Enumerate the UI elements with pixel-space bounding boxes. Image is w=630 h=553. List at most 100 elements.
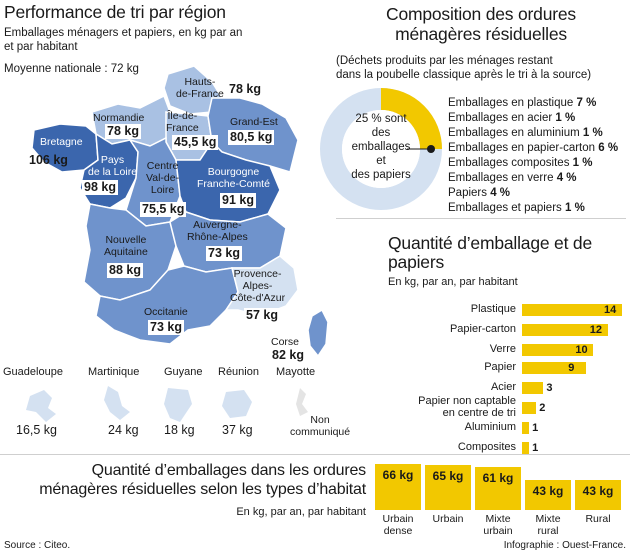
region-name-paca: Provence- Alpes- Côte-d'Azur — [230, 268, 286, 304]
hbar-value: 3 — [546, 382, 553, 394]
region-value-occitanie: 73 kg — [148, 320, 184, 335]
guadeloupe-shape — [26, 390, 56, 422]
region-value-bretagne: 106 kg — [29, 153, 68, 167]
vbar-value: 66 kg — [382, 468, 414, 482]
hbar-label: Plastique — [470, 303, 516, 315]
composition-item: Papiers 4 % — [448, 187, 511, 199]
region-name-corse: Corse — [271, 336, 300, 348]
vbar-value: 61 kg — [482, 471, 514, 486]
hbar-bar — [522, 402, 537, 414]
composition-item: Emballages et papiers 1 % — [448, 202, 585, 214]
mayotte-shape — [296, 388, 308, 416]
hbar-bar — [522, 324, 608, 336]
region-name-centre: Centre Val-de- Loire — [146, 160, 180, 196]
composition-title-1: Composition des ordures — [386, 4, 576, 24]
region-name-bourgogne: Bourgogne Franche-Comté — [197, 166, 270, 190]
martinique-label: Martinique — [88, 366, 140, 378]
hbar-label: Papier-carton — [449, 323, 516, 335]
national-average: Moyenne nationale : 72 kg — [4, 63, 139, 75]
vbar-title-2: ménagères résiduelles selon les types d’… — [39, 481, 366, 498]
region-value-idf: 45,5 kg — [172, 135, 219, 150]
map-subtitle-2: et par habitant — [4, 41, 78, 53]
hbar-label: Papier — [484, 361, 516, 373]
composition-item: Emballages en aluminium 1 % — [448, 127, 603, 139]
region-name-normandie: Normandie — [93, 112, 145, 124]
hbar-bar — [522, 442, 530, 454]
hbar-bar — [522, 382, 544, 394]
hbar-value: 9 — [568, 362, 575, 374]
vbar-value: 43 kg — [532, 484, 564, 499]
reunion-shape — [222, 390, 252, 418]
martinique-shape — [104, 386, 130, 420]
vbar-label: Rural — [585, 513, 611, 525]
vbar-label: Urbain dense — [382, 513, 414, 537]
composition-note-2: dans la poubelle classique après le tri … — [336, 69, 592, 81]
region-value-grand-est: 80,5 kg — [228, 130, 275, 145]
vbar-subtitle: En kg, par an, par habitant — [236, 506, 366, 518]
region-value-auvergne: 73 kg — [206, 246, 242, 261]
donut-slice-packaging — [380, 88, 442, 150]
vbar-label: Urbain — [432, 513, 464, 525]
region-name-pdl: Pays de la Loire — [88, 154, 138, 178]
map-title: Performance de tri par région — [4, 2, 226, 22]
martinique-value: 24 kg — [108, 423, 139, 437]
hbar-value: 12 — [589, 324, 602, 336]
map-subtitle-1: Emballages ménagers et papiers, en kg pa… — [4, 27, 243, 39]
region-value-hauts: 78 kg — [227, 82, 263, 97]
vbar-bar: 66 kg — [375, 464, 421, 510]
region-name-occitanie: Occitanie — [144, 306, 188, 318]
hbar-bar — [522, 304, 622, 316]
region-name-hauts: Hauts- de-France — [176, 76, 224, 100]
hbar-value: 10 — [575, 344, 588, 356]
composition-item: Emballages en papier-carton 6 % — [448, 142, 619, 154]
composition-item: Emballages en acier 1 % — [448, 112, 576, 124]
composition-list: Emballages en plastique 7 % Emballages e… — [448, 96, 628, 216]
composition-item: Emballages composites 1 % — [448, 157, 593, 169]
vbar-label: Mixte rural — [535, 513, 561, 537]
mayotte-value: Non communiqué — [290, 414, 351, 438]
vbar-bar: 43 kg — [575, 480, 621, 510]
hbar-label: Composites — [457, 441, 516, 453]
hbar-value: 2 — [539, 402, 546, 414]
hbar-title: Quantité d’emballage et de papiers — [388, 233, 592, 272]
vbar-title-1: Quantité d’emballages dans les ordures — [91, 462, 367, 479]
overseas-map — [26, 386, 308, 422]
hbar-bar — [522, 362, 587, 374]
guyane-shape — [164, 388, 192, 422]
region-value-normandie: 78 kg — [105, 124, 141, 139]
composition-donut — [320, 88, 442, 210]
hbar-label: Aluminium — [464, 421, 516, 433]
hbar-bar — [522, 422, 530, 434]
region-name-idf: Île-de- France — [166, 110, 199, 134]
hbar-value: 1 — [532, 422, 539, 434]
hbar-subtitle: En kg, par an, par habitant — [388, 276, 518, 288]
composition-item: Emballages en plastique 7 % — [448, 97, 597, 109]
composition-title-2: ménagères résiduelles — [395, 24, 567, 44]
hbar-label: Papier non captable en centre de tri — [418, 395, 516, 419]
hbar-bar — [522, 344, 594, 356]
region-value-bourgogne: 91 kg — [220, 193, 256, 208]
region-value-paca: 57 kg — [244, 308, 280, 323]
guyane-label: Guyane — [164, 366, 203, 378]
vbar-value: 65 kg — [432, 468, 464, 483]
vbar-value: 43 kg — [582, 484, 614, 499]
composition-item: Emballages en verre 4 % — [448, 172, 577, 184]
divider — [336, 218, 626, 219]
reunion-label: Réunion — [218, 366, 259, 378]
vbar-bar: 65 kg — [425, 464, 471, 510]
footer-source: Source : Citeo. — [4, 540, 71, 551]
region-name-grand-est: Grand-Est — [230, 116, 278, 128]
reunion-value: 37 kg — [222, 423, 253, 437]
region-value-nouvelle-aquitaine: 88 kg — [107, 263, 143, 278]
region-corse — [307, 308, 329, 358]
region-name-auvergne: Auvergne- Rhône-Alpes — [187, 219, 248, 243]
vbar-label: Mixte urbain — [483, 513, 513, 537]
guyane-value: 18 kg — [164, 423, 195, 437]
vbar-bar: 61 kg — [475, 467, 521, 510]
region-value-corse: 82 kg — [270, 348, 306, 363]
region-paca — [224, 255, 299, 317]
footer-credit: Infographie : Ouest-France. — [503, 540, 626, 551]
region-value-pdl: 98 kg — [82, 180, 118, 195]
composition-note-1: (Déchets produits par les ménages restan… — [336, 55, 553, 67]
mayotte-label: Mayotte — [276, 366, 316, 378]
